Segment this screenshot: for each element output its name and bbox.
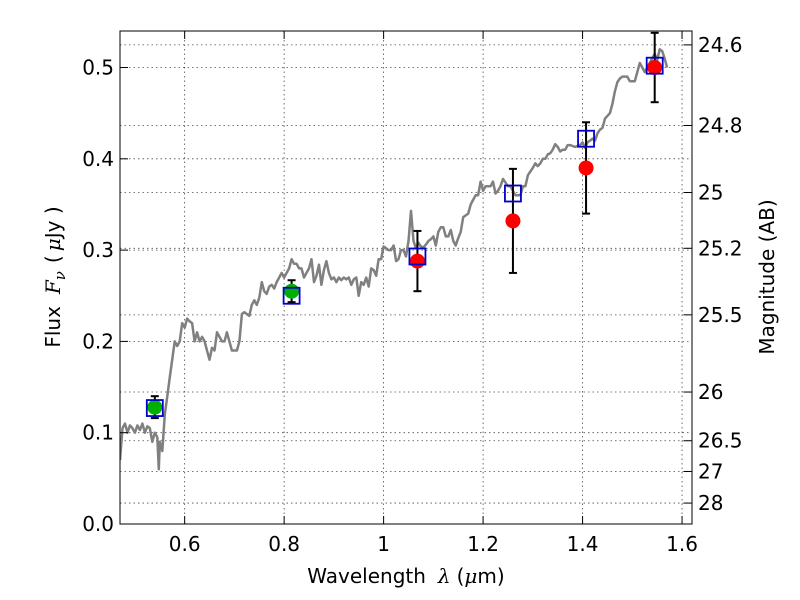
x-tick-label: 0.6 bbox=[169, 532, 201, 556]
x-tick-label: 0.8 bbox=[268, 532, 300, 556]
y-tick-label: 0.3 bbox=[82, 238, 114, 262]
y-axis-title: FluxFν(μJy ) bbox=[41, 206, 69, 347]
y2-tick-label: 25 bbox=[698, 181, 723, 205]
model-photometry-square bbox=[645, 56, 664, 75]
model-photometry-square bbox=[577, 129, 595, 148]
y2-tick-label: 26 bbox=[698, 380, 723, 404]
red-data-point bbox=[578, 160, 594, 176]
y2-tick-label: 27 bbox=[698, 459, 723, 483]
plot-area bbox=[120, 31, 669, 471]
x-tick-label: 1.4 bbox=[567, 532, 599, 556]
red-data-point bbox=[409, 253, 425, 269]
y-tick-label: 0.4 bbox=[82, 147, 114, 171]
y-tick-label: 0.0 bbox=[82, 512, 114, 536]
green-data-point bbox=[284, 283, 300, 299]
model-photometry-square bbox=[408, 247, 427, 266]
x-axis-title: Wavelength λ (μm) bbox=[307, 564, 504, 588]
x-tick-label: 1.6 bbox=[666, 532, 698, 556]
y-tick-label: 0.5 bbox=[82, 56, 114, 80]
grid bbox=[120, 31, 692, 524]
red-data-point bbox=[505, 213, 521, 229]
model-photometry-square bbox=[145, 399, 164, 417]
y2-tick-label: 26.5 bbox=[698, 429, 743, 453]
y-tick-label: 0.2 bbox=[82, 329, 114, 353]
model-spectrum-line bbox=[120, 48, 669, 471]
x-tick-label: 1 bbox=[377, 532, 390, 556]
y2-tick-label: 25.2 bbox=[698, 236, 743, 260]
x-tick-label: 1.2 bbox=[467, 532, 499, 556]
red-data-point bbox=[647, 60, 663, 76]
y2-tick-label: 24.6 bbox=[698, 33, 743, 57]
y2-axis-title: Magnitude (AB) bbox=[755, 199, 779, 354]
y2-tick-label: 28 bbox=[698, 491, 723, 515]
model-photometry-square bbox=[282, 286, 301, 305]
y2-tick-label: 25.5 bbox=[698, 303, 743, 327]
y2-tick-label: 24.8 bbox=[698, 113, 743, 137]
model-photometry-square bbox=[504, 184, 522, 203]
green-data-point bbox=[147, 399, 163, 415]
axis-ticks: 0.6 0.8 1 1.2 1.4 1.6 0.0 0.1 0.2 0.3 0.4 0.5 24.6 24… bbox=[82, 31, 743, 556]
plot-frame bbox=[119, 30, 693, 525]
y-tick-label: 0.1 bbox=[82, 421, 114, 445]
